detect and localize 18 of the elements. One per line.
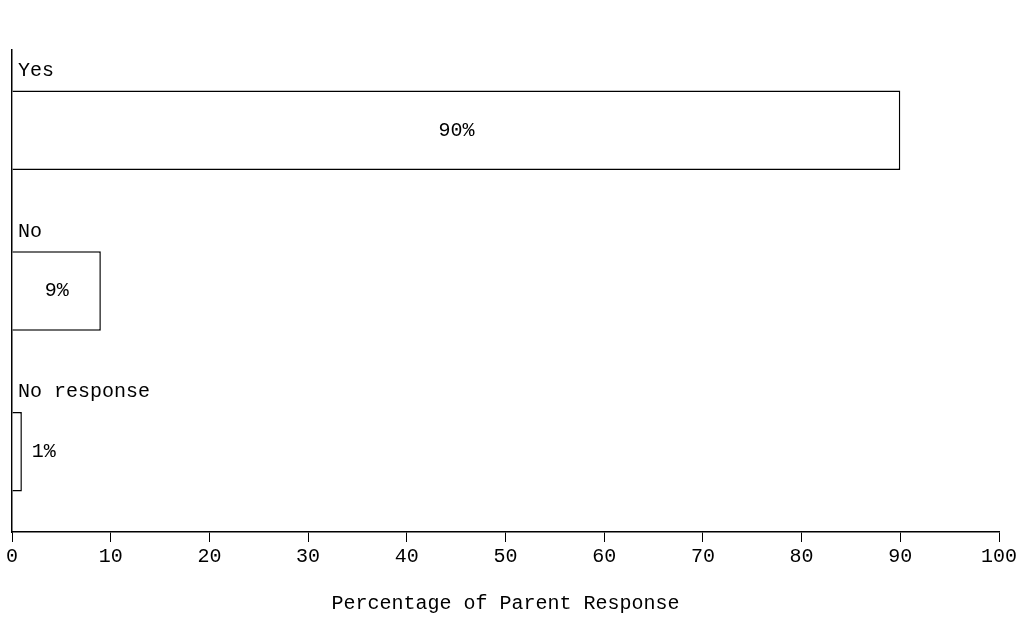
x-tick-label: 30	[296, 545, 321, 569]
x-tick-label: 0	[5, 545, 19, 569]
x-tick-label: 90	[888, 545, 913, 569]
x-tick-label: 20	[197, 545, 222, 569]
data-label: 9%	[44, 279, 70, 303]
x-tick-label: 10	[98, 545, 123, 569]
x-tick-label: 60	[592, 545, 617, 569]
x-tick-label: 80	[789, 545, 814, 569]
x-tick-label: 70	[690, 545, 715, 569]
data-label: 90%	[438, 118, 476, 142]
x-axis-title: Percentage of Parent Response	[331, 592, 680, 616]
data-label: 1%	[31, 439, 57, 463]
x-tick-label: 40	[394, 545, 419, 569]
x-tick-label: 50	[493, 545, 518, 569]
y-tick-label: No	[18, 219, 43, 243]
y-tick-label: Yes	[18, 58, 55, 82]
x-tick-label: 100	[980, 545, 1018, 569]
y-tick-label: No response	[18, 380, 151, 404]
